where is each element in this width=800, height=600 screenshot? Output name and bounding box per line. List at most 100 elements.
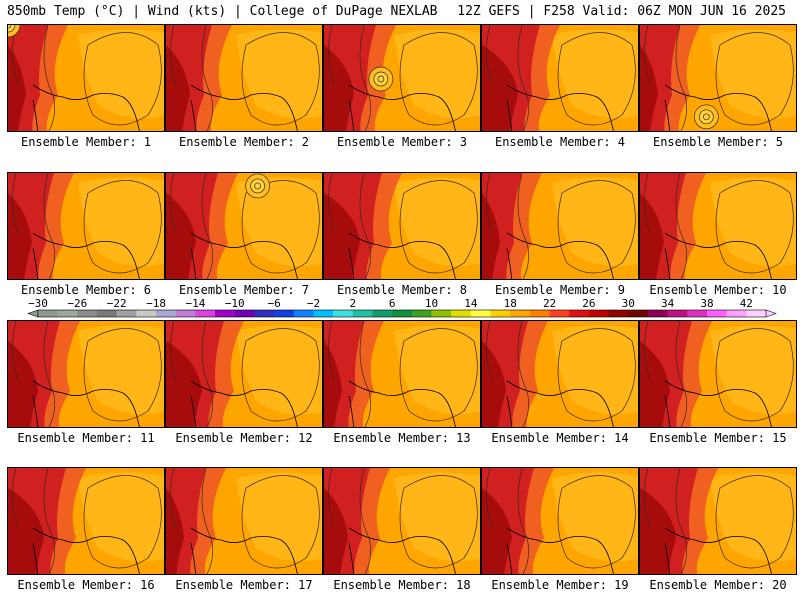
scale-swatch [431, 310, 452, 317]
scale-swatch [470, 310, 491, 317]
scale-tick-label: 30 [622, 297, 635, 310]
scale-swatch [293, 310, 314, 317]
scale-tick-label: 10 [425, 297, 438, 310]
ensemble-member-label: Ensemble Member: 13 [333, 431, 471, 445]
scale-swatch [156, 310, 177, 317]
ensemble-member-label: Ensemble Member: 11 [17, 431, 155, 445]
ensemble-map-13 [323, 320, 481, 428]
scale-swatch [97, 310, 118, 317]
scale-tick-label: −26 [67, 297, 87, 310]
scale-swatch [411, 310, 432, 317]
scale-swatch [687, 310, 708, 317]
ensemble-member-label: Ensemble Member: 17 [175, 578, 313, 592]
ensemble-map-8 [323, 172, 481, 280]
scale-border [37, 309, 767, 318]
ensemble-map-18 [323, 467, 481, 575]
scale-tick-label: −30 [28, 297, 48, 310]
scale-tick-label: 2 [349, 297, 356, 310]
scale-swatch [333, 310, 354, 317]
scale-swatch [175, 310, 196, 317]
scale-swatch [490, 310, 511, 317]
ensemble-map-16 [7, 467, 165, 575]
ensemble-member-label: Ensemble Member: 18 [333, 578, 471, 592]
scale-tick-label: 38 [700, 297, 713, 310]
ensemble-map-12 [165, 320, 323, 428]
scale-tick-label: −2 [307, 297, 320, 310]
scale-swatch [647, 310, 668, 317]
scale-swatch [274, 310, 295, 317]
ensemble-member-label: Ensemble Member: 9 [494, 283, 626, 297]
scale-swatch [352, 310, 373, 317]
scale-swatch [372, 310, 393, 317]
temperature-color-scale: −30 −26 −22 −18 −14 −10 −6 −2 2 6 10 14 18 22 26 30 34 38… [27, 297, 777, 318]
ensemble-member-label: Ensemble Member: 14 [491, 431, 629, 445]
scale-swatch [510, 310, 531, 317]
scale-tick-label: 18 [504, 297, 517, 310]
ensemble-member-label: Ensemble Member: 3 [336, 135, 468, 149]
scale-swatch [706, 310, 727, 317]
scale-tick-label: 22 [543, 297, 556, 310]
ensemble-map-1 [7, 24, 165, 132]
scale-swatch [608, 310, 629, 317]
scale-swatch [234, 310, 255, 317]
ensemble-map-7 [165, 172, 323, 280]
scale-swatch [38, 310, 58, 317]
ensemble-map-6 [7, 172, 165, 280]
scale-swatch [116, 310, 137, 317]
scale-swatch [588, 310, 609, 317]
scale-swatch [392, 310, 413, 317]
scale-swatch [195, 310, 216, 317]
scale-swatch [549, 310, 570, 317]
scale-swatch [313, 310, 334, 317]
ensemble-map-4 [481, 24, 639, 132]
ensemble-member-label: Ensemble Member: 2 [178, 135, 310, 149]
ensemble-map-15 [639, 320, 797, 428]
scale-right-arrow [765, 309, 777, 318]
scale-swatch [569, 310, 590, 317]
map-title: 850mb Temp (°C) | Wind (kts) | College o… [7, 4, 438, 19]
ensemble-member-label: Ensemble Member: 7 [178, 283, 310, 297]
scale-swatch [628, 310, 649, 317]
scale-swatch [746, 310, 767, 317]
ensemble-map-2 [165, 24, 323, 132]
scale-swatch [136, 310, 157, 317]
scale-swatch [529, 310, 550, 317]
scale-tick-label: 26 [582, 297, 595, 310]
scale-swatch [451, 310, 472, 317]
scale-tick-label: 34 [661, 297, 675, 310]
scale-swatch [77, 310, 98, 317]
ensemble-member-label: Ensemble Member: 19 [491, 578, 629, 592]
scale-swatch [215, 310, 236, 317]
ensemble-map-5 [639, 24, 797, 132]
ensemble-member-label: Ensemble Member: 8 [336, 283, 468, 297]
ensemble-member-label: Ensemble Member: 10 [649, 283, 787, 297]
ensemble-member-label: Ensemble Member: 20 [649, 578, 787, 592]
ensemble-member-label: Ensemble Member: 16 [17, 578, 155, 592]
ensemble-member-label: Ensemble Member: 6 [20, 283, 152, 297]
ensemble-member-label: Ensemble Member: 15 [649, 431, 787, 445]
scale-tick-label: 42 [740, 297, 753, 310]
scale-tick-label: −14 [185, 297, 205, 310]
ensemble-map-19 [481, 467, 639, 575]
scale-tick-label: 6 [389, 297, 396, 310]
scale-tick-label: −10 [225, 297, 245, 310]
ensemble-map-14 [481, 320, 639, 428]
scale-swatch [726, 310, 747, 317]
scale-left-arrow [27, 309, 39, 318]
ensemble-map-17 [165, 467, 323, 575]
ensemble-map-11 [7, 320, 165, 428]
scale-tick-label: 14 [464, 297, 478, 310]
ensemble-member-label: Ensemble Member: 1 [20, 135, 152, 149]
scale-swatch [667, 310, 688, 317]
scale-tick-label: −18 [146, 297, 166, 310]
ensemble-map-9 [481, 172, 639, 280]
ensemble-map-10 [639, 172, 797, 280]
scale-tick-label: −6 [267, 297, 280, 310]
ensemble-member-label: Ensemble Member: 12 [175, 431, 313, 445]
scale-swatch [254, 310, 275, 317]
ensemble-member-label: Ensemble Member: 5 [652, 135, 784, 149]
ensemble-member-label: Ensemble Member: 4 [494, 135, 626, 149]
scale-swatch [57, 310, 78, 317]
ensemble-map-20 [639, 467, 797, 575]
run-valid-info: 12Z GEFS | F258 Valid: 06Z MON JUN 16 20… [457, 4, 786, 19]
